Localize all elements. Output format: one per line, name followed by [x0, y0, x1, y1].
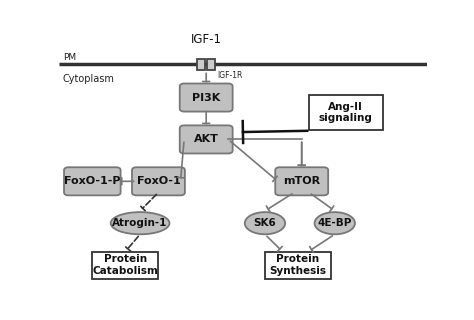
- FancyBboxPatch shape: [180, 84, 233, 112]
- Text: Protein
Catabolism: Protein Catabolism: [92, 254, 158, 276]
- Text: AKT: AKT: [194, 134, 219, 144]
- Text: FoxO-1: FoxO-1: [137, 176, 180, 186]
- Text: IGF-1R: IGF-1R: [217, 71, 243, 80]
- FancyBboxPatch shape: [180, 125, 233, 154]
- Ellipse shape: [245, 212, 285, 234]
- FancyBboxPatch shape: [132, 167, 185, 195]
- FancyBboxPatch shape: [197, 59, 205, 70]
- FancyBboxPatch shape: [64, 167, 120, 195]
- Text: mTOR: mTOR: [283, 176, 320, 186]
- FancyBboxPatch shape: [92, 252, 158, 279]
- Text: Protein
Synthesis: Protein Synthesis: [270, 254, 327, 276]
- FancyBboxPatch shape: [309, 95, 383, 130]
- Text: 4E-BP: 4E-BP: [318, 218, 352, 228]
- FancyBboxPatch shape: [207, 59, 215, 70]
- Ellipse shape: [315, 212, 355, 234]
- Text: IGF-1: IGF-1: [191, 33, 222, 46]
- Text: Ang-II
signaling: Ang-II signaling: [319, 101, 373, 123]
- Text: FoxO-1-P: FoxO-1-P: [64, 176, 120, 186]
- Text: Atrogin-1: Atrogin-1: [112, 218, 168, 228]
- Ellipse shape: [110, 212, 170, 234]
- FancyBboxPatch shape: [265, 252, 331, 279]
- FancyBboxPatch shape: [275, 167, 328, 195]
- Text: PM: PM: [63, 53, 76, 62]
- Text: Cytoplasm: Cytoplasm: [63, 74, 115, 84]
- Text: SK6: SK6: [254, 218, 276, 228]
- Text: PI3K: PI3K: [192, 92, 220, 102]
